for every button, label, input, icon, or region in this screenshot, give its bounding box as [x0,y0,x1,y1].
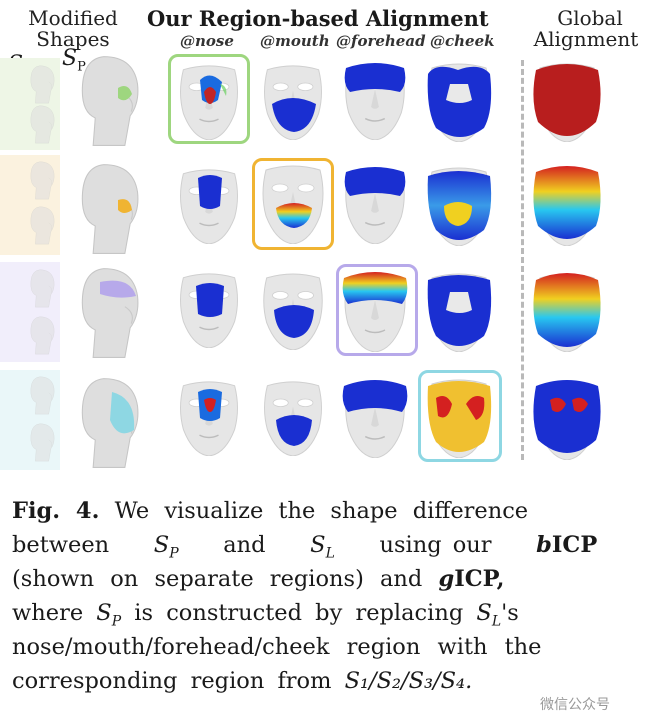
row2-faces [179,165,601,246]
caption-and: and [223,532,266,558]
fig-label: Fig. 4. [12,498,100,524]
caption-using-our: using our [379,532,492,558]
caption-sl: SL [310,532,335,562]
row3-faces [179,272,601,352]
caption-icp1: ICP [551,532,598,558]
caption-where: where [12,600,84,626]
region-label-mouth: @mouth [260,32,330,50]
caption-line4: is constructed by replacing [134,600,464,626]
global-divider [521,60,524,460]
caption-line1: We visualize the shape difference [114,498,529,524]
highlight-forehead [336,264,418,356]
caption-between: between [12,532,110,558]
caption-g: g [438,566,455,592]
watermark: 微信公众号 [540,697,610,713]
region-label-nose: @nose [180,32,234,50]
caption-sl2: SL [476,600,502,630]
shapes-label: Shapes [36,27,110,51]
label-sp-header: SP [62,46,86,75]
figure-header-title: Our Region-based Alignment [147,6,489,31]
caption-apos: 's [501,600,519,626]
modified-label: Modified [28,6,118,30]
highlight-mouth [252,158,334,250]
figure-grid [0,56,601,470]
region-label-cheek: @cheek [430,32,495,50]
global-label-2: Alignment [533,27,639,51]
caption-icp2: ICP, [454,566,505,592]
caption-b: b [536,532,552,558]
figure-caption: Fig. 4. We visualize the shape differenc… [12,494,636,698]
region-label-forehead: @forehead [336,32,426,50]
highlight-cheek [418,370,502,462]
caption-seq: S₁/S₂/S₃/S₄. [344,668,473,694]
caption-line3: (shown on separate regions) and [12,566,423,592]
highlight-nose [168,54,250,144]
sp-heads [81,56,139,469]
caption-sp2: SP [96,600,122,630]
global-label-1: Global [557,6,623,30]
caption-line5: nose/mouth/forehead/cheek region with th… [12,634,542,660]
row4-faces [179,379,601,460]
row1-faces [179,63,601,142]
caption-sp: SP [153,532,179,562]
caption-line6: corresponding region from [12,668,332,694]
